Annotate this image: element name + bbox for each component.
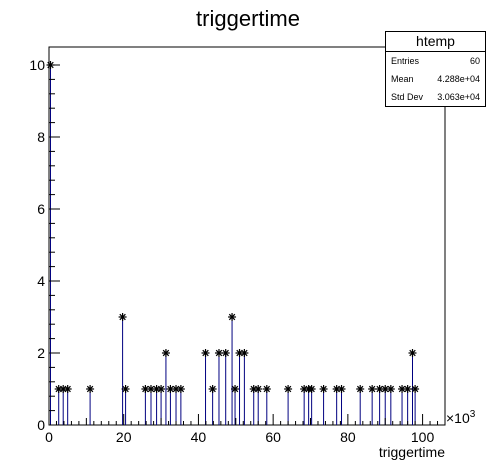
stats-value: 3.063e+04: [437, 92, 480, 102]
x-tick-label: 40: [191, 429, 207, 445]
data-point-marker: [262, 385, 271, 393]
data-point-marker: [231, 385, 240, 393]
y-tick-label: 2: [37, 345, 45, 361]
stats-value: 4.288e+04: [437, 74, 480, 84]
data-point-marker: [221, 349, 230, 357]
histogram-bars: [48, 64, 417, 425]
x-tick-label: 100: [411, 429, 435, 445]
y-tick-label: 0: [37, 417, 45, 433]
data-point-marker: [118, 313, 127, 321]
data-point-marker: [254, 385, 263, 393]
data-point-marker: [63, 385, 72, 393]
stats-label: Mean: [391, 74, 414, 84]
stats-value: 60: [469, 56, 480, 66]
y-tick-label: 4: [37, 273, 45, 289]
y-axis: 0 2 4 6 8 10: [29, 57, 60, 433]
data-point-marker: [121, 385, 130, 393]
x-tick-label: 20: [116, 429, 132, 445]
data-point-marker: [240, 349, 249, 357]
data-point-marker: [176, 385, 185, 393]
data-point-marker: [408, 349, 417, 357]
data-point-marker: [411, 385, 420, 393]
y-tick-label: 6: [37, 201, 45, 217]
y-tick-label: 8: [37, 129, 45, 145]
data-markers: [46, 61, 420, 393]
x-axis-title: triggertime: [379, 444, 445, 460]
x-axis: 0 20 40 60 80 100: [45, 414, 439, 445]
data-point-marker: [403, 385, 412, 393]
data-point-marker: [386, 385, 395, 393]
plot-frame: [48, 46, 446, 426]
x-axis-exponent-label: ×103: [446, 409, 476, 426]
data-point-marker: [368, 385, 377, 393]
x-tick-label: 60: [265, 429, 281, 445]
x-tick-label: 80: [340, 429, 356, 445]
stats-label: Std Dev: [391, 92, 424, 102]
stats-row-mean: Mean 4.288e+04: [386, 70, 485, 88]
data-point-marker: [381, 385, 390, 393]
data-point-marker: [201, 349, 210, 357]
data-point-marker: [398, 385, 407, 393]
data-point-marker: [157, 385, 166, 393]
stats-row-entries: Entries 60: [386, 52, 485, 70]
x-tick-label: 0: [45, 429, 53, 445]
stats-box: htemp Entries 60 Mean 4.288e+04 Std Dev …: [385, 31, 486, 107]
data-point-marker: [228, 313, 237, 321]
stats-box-title: htemp: [386, 32, 485, 52]
data-point-marker: [337, 385, 346, 393]
data-point-marker: [86, 385, 95, 393]
data-point-marker: [319, 385, 328, 393]
data-point-marker: [214, 349, 223, 357]
stats-label: Entries: [391, 56, 420, 66]
stats-row-stddev: Std Dev 3.063e+04: [386, 88, 485, 106]
data-point-marker: [356, 385, 365, 393]
data-point-marker: [284, 385, 293, 393]
data-point-marker: [307, 385, 316, 393]
data-point-marker: [208, 385, 217, 393]
data-point-marker: [161, 349, 170, 357]
chart-title: triggertime: [196, 6, 300, 31]
y-tick-label: 10: [29, 57, 45, 73]
